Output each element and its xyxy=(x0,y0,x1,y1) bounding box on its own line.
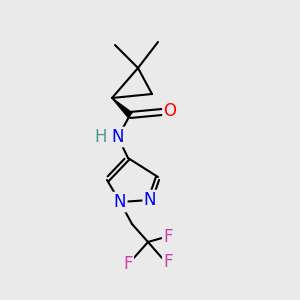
Text: O: O xyxy=(164,102,176,120)
Text: N: N xyxy=(144,191,156,209)
Text: H: H xyxy=(95,128,107,146)
Text: F: F xyxy=(163,228,173,246)
Text: F: F xyxy=(123,255,133,273)
Text: N: N xyxy=(114,193,126,211)
Polygon shape xyxy=(112,98,132,117)
Text: F: F xyxy=(163,253,173,271)
Text: N: N xyxy=(112,128,124,146)
